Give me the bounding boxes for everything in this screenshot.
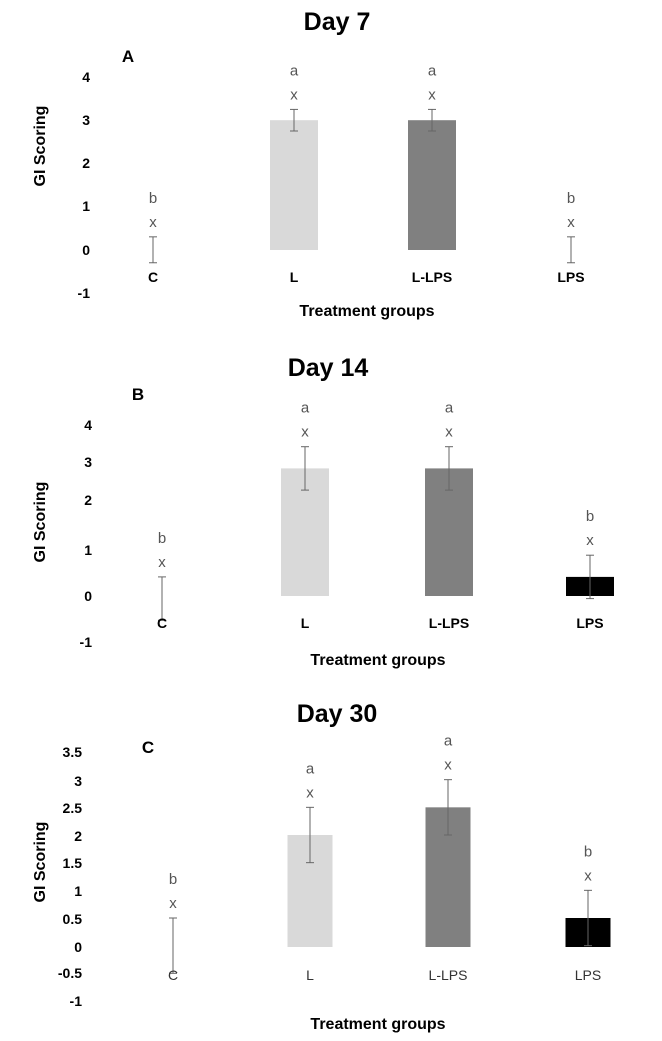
y-tick-label: 1.5: [63, 855, 83, 871]
time-letter: x: [301, 424, 309, 441]
group-letter: a: [428, 62, 437, 79]
x-tick-label: LPS: [576, 615, 603, 631]
group-letter: b: [158, 530, 166, 547]
group-letter: b: [567, 190, 575, 207]
x-tick-label: C: [148, 269, 158, 285]
y-tick-label: 3: [82, 112, 90, 128]
group-letter: a: [444, 733, 453, 750]
y-tick-label: 4: [82, 69, 90, 85]
time-letter: x: [158, 554, 166, 571]
group-letter: a: [290, 62, 299, 79]
y-tick-label: 2: [82, 155, 90, 171]
group-letter: b: [586, 508, 594, 525]
y-tick-label: 1: [84, 542, 92, 558]
x-tick-label: LPS: [575, 967, 601, 983]
x-tick-label: C: [157, 615, 167, 631]
time-letter: x: [445, 424, 453, 441]
group-letter: a: [301, 400, 310, 417]
time-letter: x: [290, 86, 298, 103]
time-letter: x: [444, 757, 452, 774]
group-letter: a: [445, 400, 454, 417]
panel-label: A: [122, 47, 134, 66]
x-tick-label: L-LPS: [429, 615, 469, 631]
y-tick-label: 1: [82, 198, 90, 214]
y-tick-label: -0.5: [58, 965, 82, 981]
x-tick-label: C: [168, 967, 178, 983]
y-axis-label: GI Scoring: [32, 106, 49, 187]
y-tick-label: 3: [74, 773, 82, 789]
time-letter: x: [586, 532, 594, 549]
y-tick-label: -1: [78, 285, 91, 301]
x-tick-label: L-LPS: [412, 269, 452, 285]
time-letter: x: [584, 867, 592, 884]
time-letter: x: [567, 214, 575, 231]
chart-title: Day 7: [304, 8, 371, 36]
bar-l-lps: [408, 120, 456, 250]
time-letter: x: [149, 214, 157, 231]
group-letter: b: [169, 871, 177, 888]
x-tick-label: LPS: [557, 269, 584, 285]
x-tick-label: L-LPS: [429, 967, 468, 983]
bar-l: [270, 120, 318, 250]
y-tick-label: 3.5: [63, 744, 83, 760]
time-letter: x: [306, 784, 314, 801]
y-tick-label: 4: [84, 417, 92, 433]
chart-title: Day 14: [288, 354, 369, 382]
x-axis-label: Treatment groups: [299, 303, 434, 320]
y-tick-label: 0: [84, 588, 92, 604]
y-tick-label: -1: [80, 634, 93, 650]
x-tick-label: L: [290, 269, 299, 285]
y-tick-label: -1: [70, 993, 83, 1009]
panel-label: C: [142, 738, 154, 757]
group-letter: b: [584, 843, 592, 860]
panel-label: B: [132, 385, 144, 404]
x-axis-label: Treatment groups: [310, 652, 445, 669]
y-tick-label: 2: [74, 828, 82, 844]
group-letter: a: [306, 760, 315, 777]
y-axis-label: GI Scoring: [32, 482, 49, 563]
y-axis-label: GI Scoring: [32, 822, 49, 903]
group-letter: b: [149, 190, 157, 207]
y-tick-label: 3: [84, 454, 92, 470]
x-tick-label: L: [306, 967, 314, 983]
chart-title: Day 30: [297, 700, 378, 728]
y-tick-label: 0.5: [63, 911, 83, 927]
y-tick-label: 0: [74, 939, 82, 955]
y-tick-label: 2: [84, 492, 92, 508]
y-tick-label: 2.5: [63, 800, 83, 816]
time-letter: x: [428, 86, 436, 103]
x-tick-label: L: [301, 615, 310, 631]
y-tick-label: 1: [74, 883, 82, 899]
x-axis-label: Treatment groups: [310, 1016, 445, 1033]
y-tick-label: 0: [82, 242, 90, 258]
time-letter: x: [169, 895, 177, 912]
